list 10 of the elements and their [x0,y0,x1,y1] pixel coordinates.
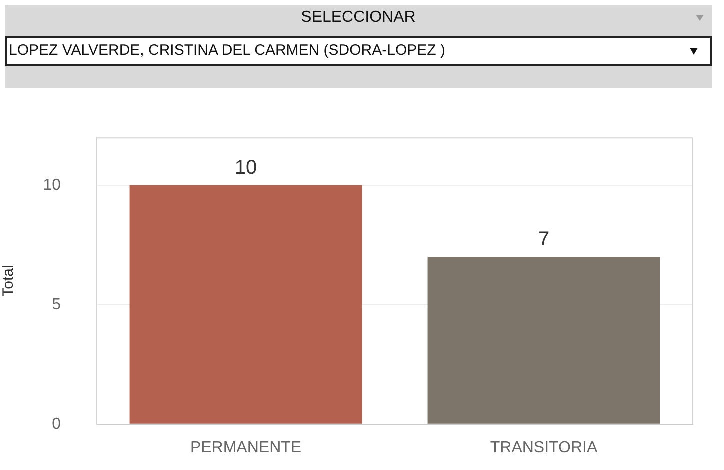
data-label: 7 [538,228,550,251]
x-tick-label: TRANSITORIA [490,439,598,456]
x-tick-label: PERMANENTE [190,439,302,456]
text: SELECCIONAR [300,9,417,27]
text: LOPEZ VALVERDE, CRISTINA DEL CARMEN (SDORA-LOPEZ ) [9,42,446,59]
y-tick-label: 0 [52,416,62,433]
y-axis-title: Total [0,265,18,297]
data-label: 10 [234,156,258,179]
y-tick-label: 10 [43,176,62,194]
y-tick-label: 5 [52,296,62,314]
